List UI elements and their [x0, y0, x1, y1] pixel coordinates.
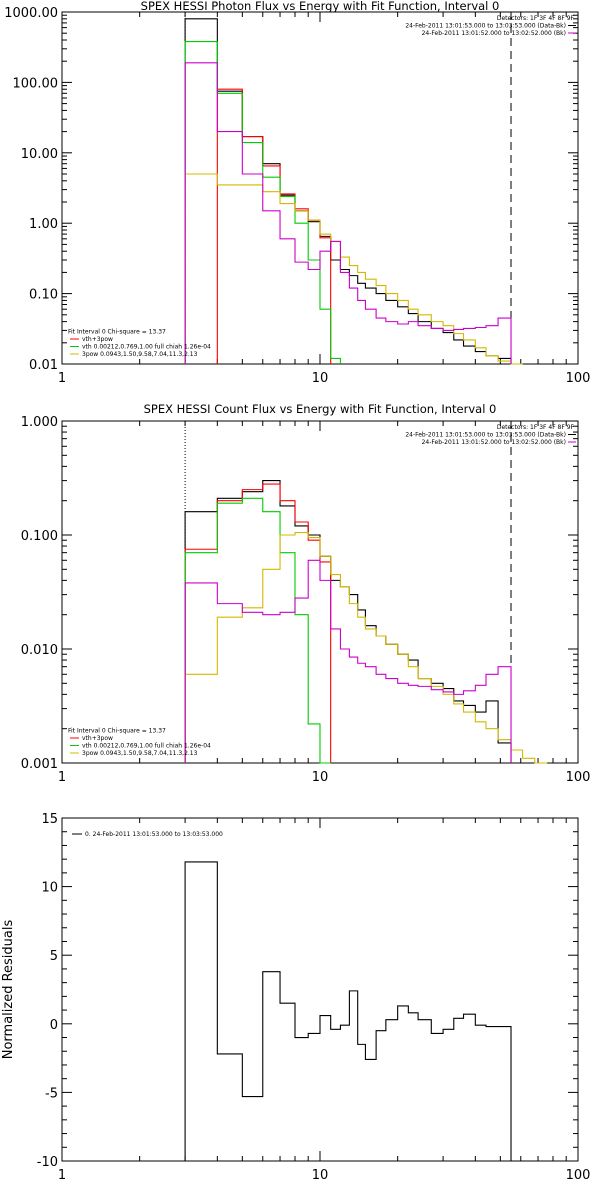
x-tick-label: 10 [312, 770, 329, 785]
panel-3: 1 10 100 -10 -5 0 5 10 15 Normalized Residuals 0. … [1, 812, 590, 1183]
x-tick-label: 100 [566, 1168, 591, 1183]
legend-entry: Detectors: 1F 3F 4F 8F 9F [497, 15, 575, 22]
chart-title: SPEX HESSI Photon Flux vs Energy with Fi… [141, 0, 500, 13]
y-tick-label: 0.010 [21, 643, 58, 658]
x-tick-label: 100 [566, 770, 591, 785]
legend-entry: 3pow 0.0943,1.50,9.58,7.04,11.3,2.13 [82, 351, 198, 358]
legend-entry: 24-Feb-2011 13:01:52.000 to 13:02:52.000… [422, 30, 566, 37]
series-line-4 [184, 173, 523, 365]
x-tick-label: 1 [58, 1168, 66, 1183]
y-axis-label: Normalized Residuals [1, 920, 16, 1060]
legend-entry: Fit Interval 0 Chi-square = 13.37 [68, 329, 166, 336]
series-line-2 [216, 88, 332, 364]
y-tick-label: 100.00 [13, 76, 59, 91]
legend-entry: 0. 24-Feb-2011 13:01:53.000 to 13:03:53.… [85, 831, 223, 838]
plot-frame [61, 420, 579, 764]
plot-frame [61, 11, 579, 365]
legend-entry: vth 0.00212,0.769,1.00 full chiah 1.26e-… [82, 743, 211, 750]
panel-2: SPEX HESSI Count Flux vs Energy with Fit… [21, 402, 591, 785]
series-line-1 [184, 480, 512, 763]
series-line-4 [184, 532, 548, 764]
series-line-1 [184, 861, 512, 1161]
y-tick-label: 1.000 [21, 415, 58, 430]
legend-entry: vth+3pow [82, 735, 113, 742]
chart-title: SPEX HESSI Count Flux vs Energy with Fit… [144, 402, 497, 416]
y-tick-label: 15 [41, 812, 58, 827]
series-line-5 [184, 62, 512, 364]
series-line-1 [184, 18, 512, 364]
legend-entry: 24-Feb-2011 13:01:53.000 to 13:03:53.000… [405, 432, 566, 439]
y-tick-label: 10.00 [21, 147, 58, 162]
y-tick-label: 0.100 [21, 529, 58, 544]
y-tick-label: 0.10 [29, 288, 58, 303]
y-tick-label: 1000.00 [4, 6, 58, 21]
legend-entry: 24-Feb-2011 13:01:53.000 to 13:03:53.000… [405, 23, 566, 30]
legend-entry: 24-Feb-2011 13:01:52.000 to 13:02:52.000… [422, 439, 566, 446]
x-tick-label: 1 [58, 371, 66, 386]
plot-frame [61, 817, 579, 1162]
y-tick-label: -10 [37, 1155, 58, 1170]
legend-entry: Fit Interval 0 Chi-square = 13.37 [68, 728, 166, 735]
y-tick-label: 0 [50, 1018, 58, 1033]
x-tick-label: 100 [566, 371, 591, 386]
x-tick-label: 1 [58, 770, 66, 785]
y-tick-label: 1.00 [29, 217, 58, 232]
legend-entry: vth+3pow [82, 336, 113, 343]
legend-entry: Detectors: 1F 3F 4F 8F 9F [497, 424, 575, 431]
x-tick-label: 10 [312, 371, 329, 386]
y-tick-label: 5 [50, 949, 58, 964]
y-tick-label: 10 [41, 881, 58, 896]
y-tick-label: 0.001 [21, 757, 58, 772]
series-line-3 [184, 497, 331, 764]
series-line-2 [184, 483, 332, 763]
series-line-5 [184, 559, 512, 763]
y-tick-label: 0.01 [29, 358, 58, 373]
legend-entry: vth 0.00212,0.769,1.00 full chiah 1.26e-… [82, 344, 211, 351]
y-tick-label: -5 [45, 1086, 58, 1101]
series-line-3 [184, 41, 341, 364]
panel-1: SPEX HESSI Photon Flux vs Energy with Fi… [4, 0, 590, 386]
x-tick-label: 10 [312, 1168, 329, 1183]
legend-entry: 3pow 0.0943,1.50,9.58,7.04,11.3,2.13 [82, 750, 198, 757]
